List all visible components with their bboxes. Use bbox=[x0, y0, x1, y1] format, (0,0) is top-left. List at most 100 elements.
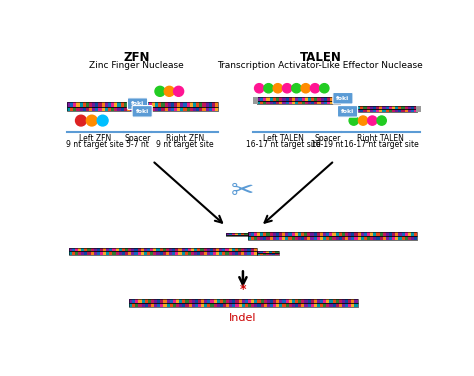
Bar bbox=[351, 232, 355, 236]
Bar bbox=[389, 109, 392, 112]
Bar bbox=[374, 236, 376, 240]
Bar bbox=[354, 109, 357, 112]
Bar bbox=[164, 103, 168, 107]
Bar bbox=[298, 232, 301, 236]
Bar bbox=[232, 248, 235, 252]
Bar bbox=[279, 299, 283, 303]
FancyBboxPatch shape bbox=[337, 106, 357, 117]
Bar bbox=[236, 299, 238, 303]
Bar bbox=[128, 248, 131, 252]
Bar bbox=[301, 299, 304, 303]
Bar bbox=[292, 299, 295, 303]
Bar bbox=[326, 299, 329, 303]
Bar bbox=[395, 106, 398, 109]
Bar bbox=[183, 107, 187, 111]
Bar bbox=[405, 232, 408, 236]
Bar bbox=[345, 106, 347, 109]
Circle shape bbox=[310, 83, 319, 93]
Bar bbox=[317, 236, 320, 240]
Bar bbox=[129, 303, 357, 307]
Bar bbox=[89, 107, 92, 111]
Bar bbox=[189, 303, 191, 307]
Bar bbox=[411, 106, 414, 109]
Bar bbox=[135, 248, 137, 252]
Bar bbox=[238, 233, 241, 235]
Bar bbox=[207, 299, 210, 303]
Bar bbox=[118, 107, 120, 111]
Bar bbox=[137, 252, 141, 255]
Bar bbox=[67, 103, 218, 107]
Bar bbox=[270, 100, 273, 104]
Bar bbox=[166, 248, 169, 252]
Bar bbox=[257, 299, 261, 303]
Bar bbox=[235, 252, 238, 255]
Bar bbox=[235, 235, 238, 237]
Bar bbox=[251, 248, 254, 252]
Bar bbox=[285, 236, 289, 240]
Bar bbox=[279, 232, 282, 236]
Bar bbox=[270, 97, 273, 100]
Bar bbox=[210, 252, 213, 255]
Bar bbox=[182, 299, 185, 303]
Bar bbox=[269, 253, 273, 255]
Bar bbox=[399, 236, 401, 240]
Bar bbox=[348, 299, 351, 303]
Bar bbox=[301, 100, 305, 104]
Bar bbox=[182, 303, 185, 307]
Bar bbox=[264, 299, 267, 303]
Bar bbox=[173, 303, 176, 307]
Bar bbox=[275, 251, 279, 253]
Bar bbox=[193, 107, 196, 111]
Bar bbox=[150, 252, 153, 255]
Circle shape bbox=[97, 115, 108, 126]
Circle shape bbox=[283, 83, 292, 93]
Bar bbox=[329, 232, 332, 236]
Bar bbox=[204, 303, 207, 307]
Bar bbox=[301, 232, 304, 236]
Bar bbox=[295, 236, 298, 240]
Bar bbox=[251, 303, 254, 307]
Bar bbox=[202, 107, 206, 111]
Bar bbox=[263, 100, 266, 104]
Bar bbox=[260, 253, 263, 255]
Bar bbox=[292, 232, 295, 236]
Bar bbox=[289, 232, 292, 236]
Bar bbox=[292, 236, 295, 240]
Bar bbox=[83, 107, 86, 111]
Bar bbox=[72, 252, 75, 255]
Bar bbox=[260, 236, 263, 240]
Bar bbox=[69, 252, 72, 255]
Bar bbox=[301, 97, 305, 100]
Bar bbox=[354, 106, 357, 109]
Bar bbox=[213, 252, 216, 255]
Bar bbox=[314, 97, 318, 100]
Bar bbox=[330, 97, 333, 100]
Bar bbox=[333, 303, 336, 307]
Bar bbox=[336, 299, 339, 303]
Bar bbox=[148, 303, 151, 307]
Bar bbox=[295, 232, 298, 236]
Bar bbox=[223, 303, 226, 307]
Bar bbox=[273, 100, 276, 104]
Bar bbox=[326, 232, 329, 236]
Bar bbox=[84, 252, 87, 255]
Bar bbox=[216, 248, 219, 252]
Bar bbox=[67, 107, 218, 111]
Bar bbox=[101, 107, 105, 111]
Bar bbox=[173, 299, 176, 303]
Bar bbox=[69, 252, 257, 255]
Bar bbox=[374, 232, 376, 236]
Bar bbox=[289, 100, 292, 104]
Bar bbox=[195, 299, 198, 303]
Bar bbox=[260, 251, 263, 253]
Bar bbox=[336, 236, 339, 240]
Bar bbox=[251, 236, 254, 240]
Bar bbox=[76, 103, 80, 107]
Bar bbox=[336, 232, 339, 236]
Bar bbox=[310, 299, 314, 303]
Bar bbox=[373, 109, 376, 112]
Bar bbox=[86, 107, 89, 111]
Bar bbox=[295, 100, 298, 104]
Bar bbox=[351, 299, 355, 303]
Bar bbox=[408, 106, 411, 109]
